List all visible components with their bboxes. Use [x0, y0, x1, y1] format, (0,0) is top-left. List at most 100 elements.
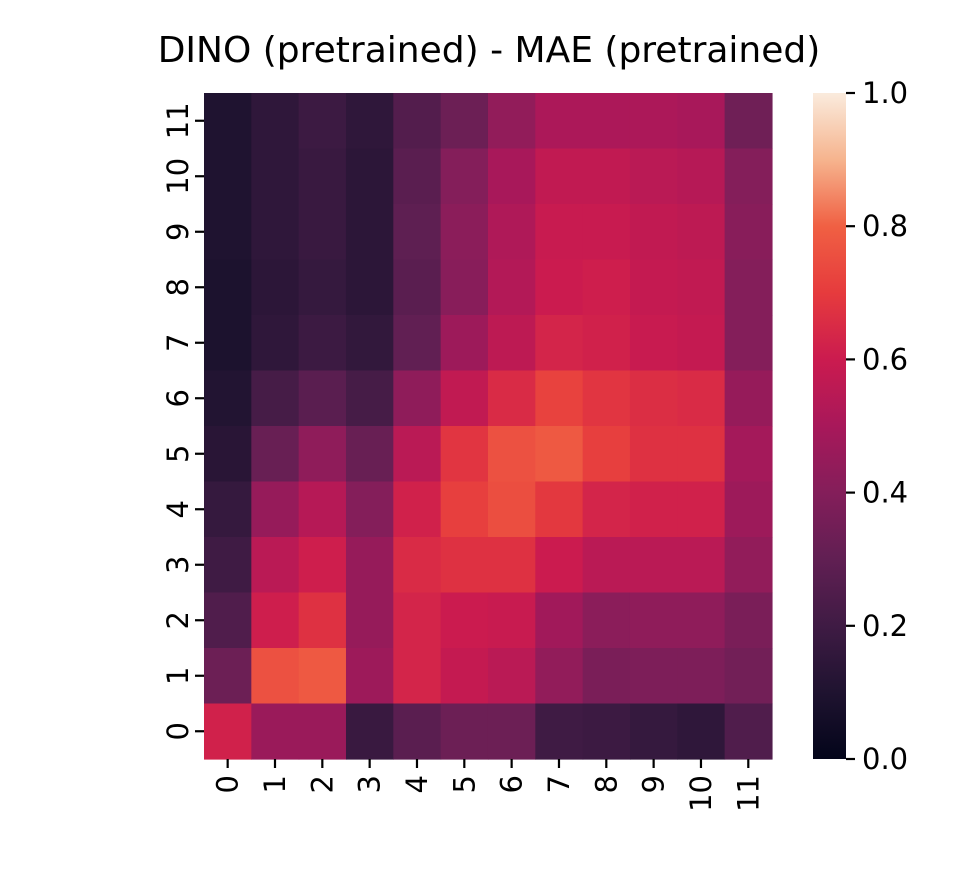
y-tick-label: 6 [161, 389, 195, 407]
heatmap-cell-y3-x9 [629, 537, 678, 594]
heatmap-cell-y5-x2 [298, 426, 347, 483]
heatmap-cell-y0-x11 [724, 703, 773, 760]
heatmap-cell-y5-x5 [440, 426, 489, 483]
heatmap-cell-y5-x8 [582, 426, 631, 483]
heatmap-cell-y4-x11 [724, 481, 773, 538]
heatmap-cell-y6-x7 [535, 370, 584, 427]
heatmap-cell-y1-x10 [677, 648, 726, 705]
y-tick-label: 5 [161, 445, 195, 463]
colorbar-tick-label: 1.0 [862, 76, 908, 110]
heatmap-cell-y10-x6 [487, 148, 536, 205]
heatmap-cell-y8-x5 [440, 259, 489, 316]
x-tick-label: 10 [684, 775, 718, 812]
heatmap-cell-y8-x3 [345, 259, 394, 316]
y-tick-label: 11 [161, 102, 195, 139]
x-tick-label: 5 [447, 775, 481, 793]
colorbar-tick-label: 0.8 [862, 209, 908, 243]
heatmap-cell-y1-x4 [393, 648, 442, 705]
x-tick-label: 4 [400, 775, 434, 793]
y-tick-label: 10 [161, 158, 195, 195]
heatmap-cell-y1-x5 [440, 648, 489, 705]
heatmap-cell-y9-x4 [393, 204, 442, 261]
colorbar-tick-label: 0.2 [862, 609, 908, 643]
heatmap-cell-y2-x0 [204, 592, 252, 649]
x-tick-label: 1 [258, 775, 292, 793]
heatmap-cell-y6-x1 [251, 370, 300, 427]
heatmap-cell-y5-x1 [251, 426, 300, 483]
heatmap-cell-y11-x6 [487, 93, 536, 150]
heatmap-cell-y10-x1 [251, 148, 300, 205]
heatmap-cell-y4-x0 [204, 481, 252, 538]
heatmap-cell-y4-x10 [677, 481, 726, 538]
heatmap-cell-y6-x3 [345, 370, 394, 427]
heatmap-cell-y4-x3 [345, 481, 394, 538]
heatmap-cell-y5-x7 [535, 426, 584, 483]
heatmap-cell-y4-x5 [440, 481, 489, 538]
x-tick-label: 3 [353, 775, 387, 793]
heatmap-cell-y4-x8 [582, 481, 631, 538]
heatmap-cell-y11-x0 [204, 93, 252, 150]
heatmap-cell-y10-x0 [204, 148, 252, 205]
x-tick-label: 0 [211, 775, 245, 793]
heatmap-cell-y8-x2 [298, 259, 347, 316]
heatmap-cell-y9-x1 [251, 204, 300, 261]
heatmap-cell-y8-x8 [582, 259, 631, 316]
heatmap-cell-y10-x5 [440, 148, 489, 205]
heatmap-cell-y3-x11 [724, 537, 773, 594]
heatmap-cell-y0-x4 [393, 703, 442, 760]
heatmap-cell-y7-x2 [298, 315, 347, 372]
y-tick-label: 1 [161, 667, 195, 685]
y-tick-label: 7 [161, 334, 195, 352]
heatmap-cell-y1-x8 [582, 648, 631, 705]
x-tick-label: 7 [542, 775, 576, 793]
heatmap-cell-y9-x6 [487, 204, 536, 261]
heatmap-cell-y1-x9 [629, 648, 678, 705]
heatmap-cell-y2-x1 [251, 592, 300, 649]
x-axis: 0 1 2 3 4 5 6 7 8 9 10 11 [211, 759, 765, 812]
heatmap-cell-y1-x0 [204, 648, 252, 705]
heatmap-cell-y4-x9 [629, 481, 678, 538]
heatmap-cell-y1-x1 [251, 648, 300, 705]
heatmap-cell-y7-x4 [393, 315, 442, 372]
heatmap-cell-y8-x7 [535, 259, 584, 316]
heatmap-cell-y0-x1 [251, 703, 300, 760]
heatmap-cell-y6-x11 [724, 370, 773, 427]
heatmap-cell-y4-x1 [251, 481, 300, 538]
heatmap-cell-y5-x6 [487, 426, 536, 483]
y-tick-label: 8 [161, 278, 195, 296]
heatmap-cell-y9-x2 [298, 204, 347, 261]
colorbar-tick-label: 0.4 [862, 476, 908, 510]
heatmap-cell-y5-x4 [393, 426, 442, 483]
heatmap-cell-y1-x6 [487, 648, 536, 705]
colorbar-axis: 0.0 0.2 0.4 0.6 0.8 1.0 [846, 76, 908, 776]
heatmap-cell-y2-x3 [345, 592, 394, 649]
heatmap-cell-y1-x7 [535, 648, 584, 705]
heatmap-cell-y7-x7 [535, 315, 584, 372]
chart-title: DINO (pretrained) - MAE (pretrained) [158, 30, 821, 71]
heatmap-cell-y3-x0 [204, 537, 252, 594]
heatmap-cell-y10-x10 [677, 148, 726, 205]
heatmap-cell-y0-x6 [487, 703, 536, 760]
x-tick-label: 2 [305, 775, 339, 793]
heatmap-cell-y6-x2 [298, 370, 347, 427]
heatmap-cell-y6-x6 [487, 370, 536, 427]
heatmap-cell-y6-x0 [204, 370, 252, 427]
heatmap-cell-y0-x5 [440, 703, 489, 760]
heatmap-cell-y9-x11 [724, 204, 773, 261]
heatmap-cell-y0-x2 [298, 703, 347, 760]
heatmap-cell-y4-x2 [298, 481, 347, 538]
heatmap-cell-y8-x0 [204, 259, 252, 316]
heatmap-cell-y5-x0 [204, 426, 252, 483]
x-tick-label: 8 [589, 775, 623, 793]
heatmap-cell-y2-x11 [724, 592, 773, 649]
heatmap-cell-y2-x5 [440, 592, 489, 649]
heatmap-cell-y7-x6 [487, 315, 536, 372]
heatmap-cell-y5-x9 [629, 426, 678, 483]
heatmap-cell-y11-x2 [298, 93, 347, 150]
heatmap-cell-y5-x3 [345, 426, 394, 483]
heatmap-cell-y8-x6 [487, 259, 536, 316]
heatmap-cell-y8-x10 [677, 259, 726, 316]
heatmap-cell-y1-x3 [345, 648, 394, 705]
heatmap-cell-y5-x10 [677, 426, 726, 483]
